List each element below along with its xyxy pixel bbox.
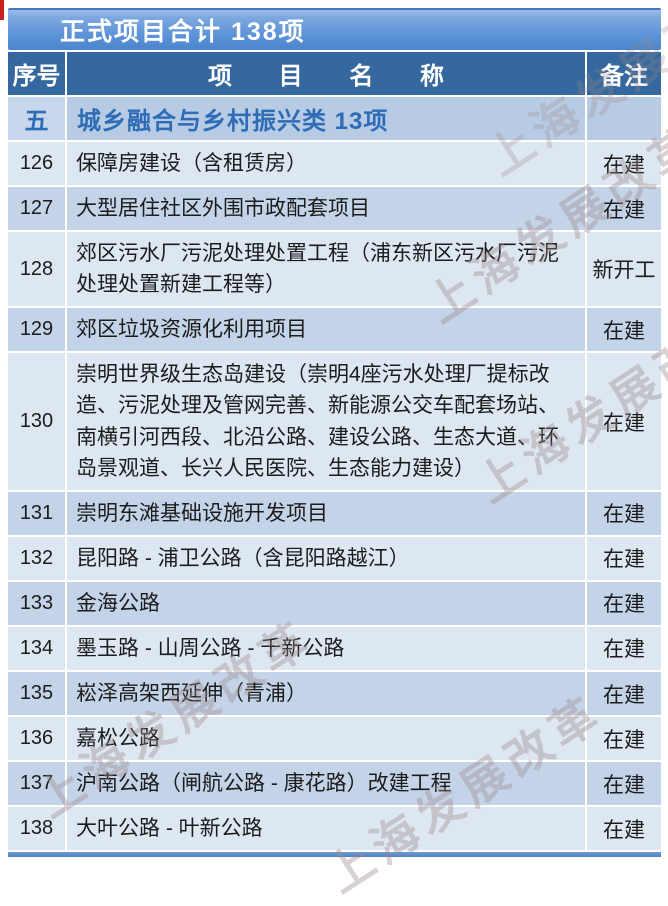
table-header-row: 序号 项 目 名 称 备注 (8, 52, 661, 95)
header-cell-name: 项 目 名 称 (67, 52, 585, 95)
table-row: 131 崇明东滩基础设施开发项目 在建 (8, 491, 661, 535)
project-name: 墨玉路 - 山周公路 - 千新公路 (67, 626, 585, 671)
header-cell-remark: 备注 (587, 52, 661, 95)
row-number: 132 (8, 536, 65, 580)
table-row: 127 大型居住社区外围市政配套项目 在建 (8, 187, 661, 231)
row-number: 127 (8, 187, 65, 231)
project-name: 嘉松公路 (67, 717, 585, 761)
row-number: 131 (8, 491, 65, 535)
table-row: 128 郊区污水厂污泥处理处置工程（浦东新区污水厂污泥处理处置新建工程等） 新开… (8, 232, 661, 307)
section-header-row: 五 城乡融合与乡村振兴类 13项 (8, 97, 661, 140)
project-name: 保障房建设（含租赁房） (67, 142, 585, 186)
table-row: 129 郊区垃圾资源化利用项目 在建 (8, 308, 661, 352)
table-body: 126 保障房建设（含租赁房） 在建 127 大型居住社区外围市政配套项目 在建… (8, 142, 661, 851)
project-name: 崇明世界级生态岛建设（崇明4座污水处理厂提标改造、污泥处理及管网完善、新能源公交… (67, 353, 585, 490)
table-row: 134 墨玉路 - 山周公路 - 千新公路 在建 (8, 626, 661, 671)
status-remark: 在建 (587, 581, 661, 625)
status-remark: 新开工 (587, 232, 661, 307)
table-row: 126 保障房建设（含租赁房） 在建 (8, 142, 661, 186)
project-name: 崧泽高架西延伸（青浦） (67, 672, 585, 716)
row-number: 137 (8, 762, 65, 806)
row-number: 136 (8, 717, 65, 761)
status-remark: 在建 (587, 308, 661, 352)
status-remark: 在建 (587, 807, 661, 851)
row-number: 134 (8, 626, 65, 671)
table-row: 133 金海公路 在建 (8, 581, 661, 625)
table-title: 正式项目合计 138项 (60, 18, 306, 46)
status-remark: 在建 (587, 187, 661, 231)
project-name: 郊区污水厂污泥处理处置工程（浦东新区污水厂污泥处理处置新建工程等） (67, 232, 585, 307)
project-name: 郊区垃圾资源化利用项目 (67, 308, 585, 352)
table-row: 137 沪南公路（闸航公路 - 康花路）改建工程 在建 (8, 762, 661, 806)
project-name: 崇明东滩基础设施开发项目 (67, 491, 585, 535)
row-number: 135 (8, 672, 65, 716)
section-remark (587, 97, 661, 140)
row-number: 128 (8, 232, 65, 307)
table-row: 136 嘉松公路 在建 (8, 717, 661, 761)
status-remark: 在建 (587, 491, 661, 535)
status-remark: 在建 (587, 762, 661, 806)
red-edge-mark (0, 0, 4, 20)
project-name: 大叶公路 - 叶新公路 (67, 807, 585, 851)
table-row: 132 昆阳路 - 浦卫公路（含昆阳路越江） 在建 (8, 536, 661, 580)
project-name: 沪南公路（闸航公路 - 康花路）改建工程 (67, 762, 585, 806)
row-number: 133 (8, 581, 65, 625)
row-number: 129 (8, 308, 65, 352)
project-table-document: 正式项目合计 138项 序号 项 目 名 称 备注 五 城乡融合与乡村振兴类 1… (8, 8, 661, 858)
project-name: 大型居住社区外围市政配套项目 (67, 187, 585, 231)
project-name: 昆阳路 - 浦卫公路（含昆阳路越江） (67, 536, 585, 580)
status-remark: 在建 (587, 626, 661, 671)
row-number: 126 (8, 142, 65, 186)
section-index: 五 (8, 97, 65, 140)
row-number: 138 (8, 807, 65, 851)
status-remark: 在建 (587, 717, 661, 761)
table-title-bar: 正式项目合计 138项 (8, 8, 661, 50)
status-remark: 在建 (587, 672, 661, 716)
status-remark: 在建 (587, 536, 661, 580)
project-name: 金海公路 (67, 581, 585, 625)
row-number: 130 (8, 353, 65, 490)
table-row: 138 大叶公路 - 叶新公路 在建 (8, 807, 661, 851)
table-row: 135 崧泽高架西延伸（青浦） 在建 (8, 672, 661, 716)
table-row: 130 崇明世界级生态岛建设（崇明4座污水处理厂提标改造、污泥处理及管网完善、新… (8, 353, 661, 490)
status-remark: 在建 (587, 142, 661, 186)
next-section-bar (8, 852, 661, 858)
status-remark: 在建 (587, 353, 661, 490)
section-title: 城乡融合与乡村振兴类 13项 (67, 97, 585, 140)
header-cell-no: 序号 (8, 52, 65, 95)
